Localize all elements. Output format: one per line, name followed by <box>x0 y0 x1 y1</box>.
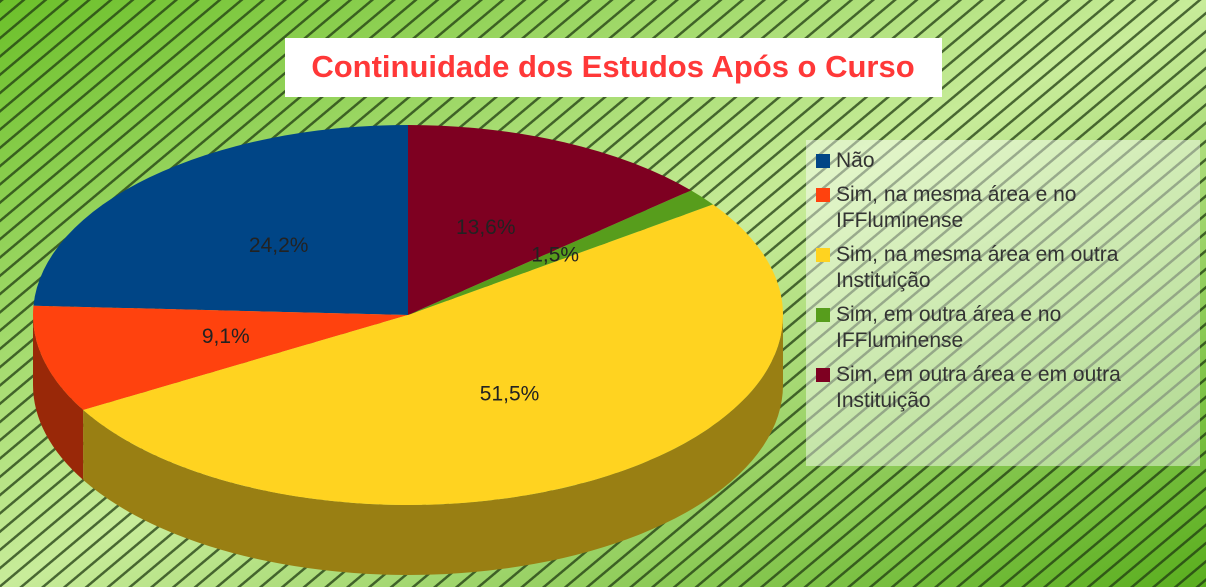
pie-slice <box>32 305 408 410</box>
data-label: 1,5% <box>531 244 579 267</box>
pie-slice <box>408 190 713 315</box>
legend-swatch <box>816 368 830 382</box>
legend-item: Sim, na mesma área em outra Instituição <box>812 242 1194 294</box>
legend-item: Sim, em outra área e no IFFluminense <box>812 302 1194 354</box>
legend: Não Sim, na mesma área e no IFFluminense S… <box>806 140 1200 466</box>
data-label: 13,6% <box>456 216 516 239</box>
title-box <box>285 38 942 97</box>
pie-slice <box>408 125 692 315</box>
legend-label: Sim, na mesma área e no IFFluminense <box>836 183 1077 232</box>
pie-slice-side <box>33 315 84 480</box>
legend-swatch <box>816 154 830 168</box>
pie-slice-side <box>83 315 783 576</box>
chart-title: Continuidade dos Estudos Após o Curso <box>311 49 914 84</box>
legend-swatch <box>816 248 830 262</box>
data-label: 24,2% <box>249 234 309 257</box>
legend-swatch <box>816 188 830 202</box>
legend-swatch <box>816 308 830 322</box>
legend-label: Sim, em outra área e em outra Instituiçã… <box>836 363 1121 412</box>
legend-label: Não <box>836 149 875 172</box>
legend-label: Sim, em outra área e no IFFluminense <box>836 303 1062 352</box>
pie-slice <box>83 204 783 505</box>
pie-slice <box>33 125 408 315</box>
legend-item: Sim, na mesma área e no IFFluminense <box>812 182 1194 234</box>
legend-item: Sim, em outra área e em outra Instituiçã… <box>812 362 1194 414</box>
data-label: 51,5% <box>480 382 540 405</box>
data-label: 9,1% <box>202 325 250 348</box>
legend-label: Sim, na mesma área em outra Instituição <box>836 243 1119 292</box>
legend-item: Não <box>812 148 1194 174</box>
